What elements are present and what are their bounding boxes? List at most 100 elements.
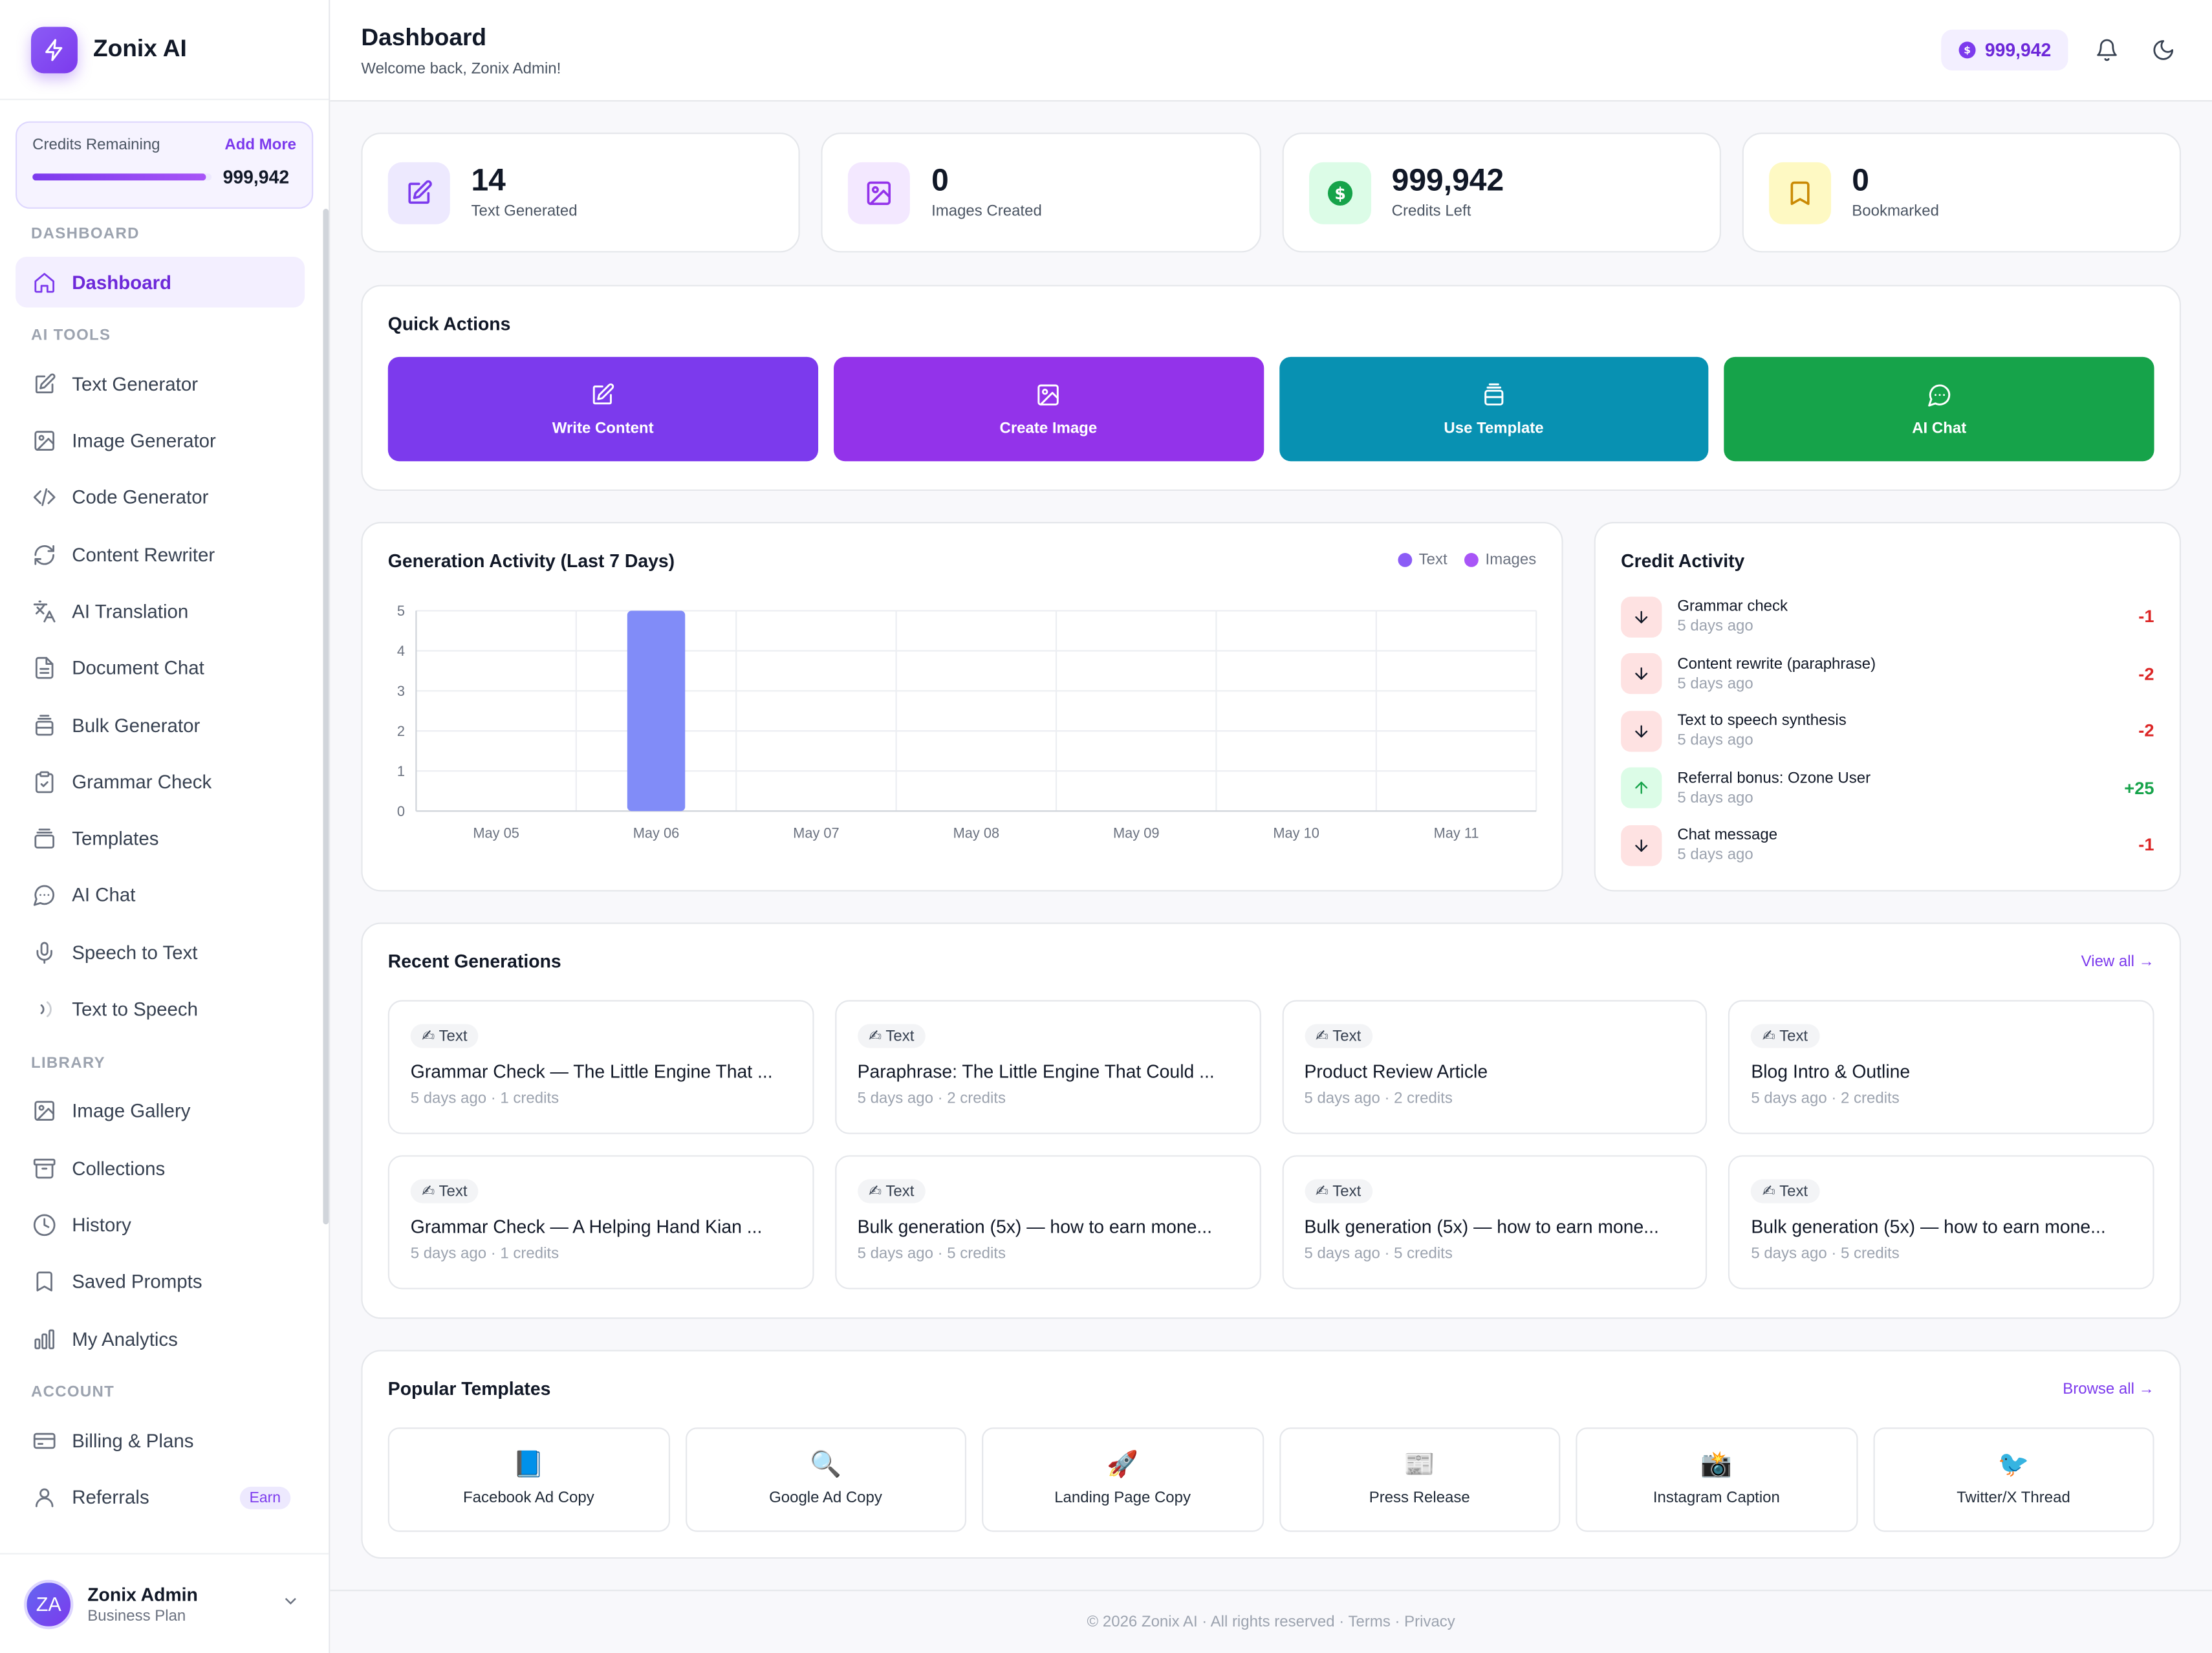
sidebar-item-bulk-generator[interactable]: Bulk Generator (16, 700, 305, 751)
sidebar-item-ai-chat[interactable]: AI Chat (16, 870, 305, 922)
template-label: Facebook Ad Copy (462, 1489, 594, 1507)
quick-action-label: Write Content (552, 419, 654, 437)
template-google-ad-copy[interactable]: 🔍 Google Ad Copy (684, 1427, 967, 1532)
chart-legend: Text Images (1381, 552, 1536, 568)
view-all-link[interactable]: View all → (2081, 953, 2154, 971)
stat-label: Text Generated (471, 203, 578, 221)
recent-generation-card[interactable]: ✍ Text Bulk generation (5x) — how to earn… (1728, 1155, 2154, 1290)
sidebar-item-my-analytics[interactable]: My Analytics (16, 1313, 305, 1365)
template-facebook-ad-copy[interactable]: 📘 Facebook Ad Copy (387, 1427, 669, 1532)
browse-all-link[interactable]: Browse all → (2063, 1381, 2154, 1398)
image-icon (31, 1099, 56, 1124)
edit-icon (387, 161, 450, 224)
sidebar-item-label: Bulk Generator (72, 714, 201, 736)
sidebar-item-label: Templates (72, 828, 159, 850)
sidebar-item-label: Image Gallery (72, 1101, 191, 1122)
credits-card: Credits Remaining Add More 999,942 (15, 121, 314, 209)
stats-row: 14 Text Generated 0 Images Created $999,942 C… (361, 133, 2182, 253)
recent-generation-card[interactable]: ✍ Text Blog Intro & Outline 5 days ago · 2… (1728, 1000, 2154, 1134)
recent-generation-card[interactable]: ✍ Text Grammar Check — The Little Engine … (387, 1000, 814, 1134)
create-image-button[interactable]: Create Image (833, 356, 1264, 462)
chevron-down-icon[interactable] (281, 1590, 301, 1617)
sidebar-item-document-chat[interactable]: Document Chat (16, 643, 305, 694)
brand[interactable]: Zonix AI (0, 0, 329, 100)
x-tick-label: May 08 (953, 825, 999, 841)
recent-generation-card[interactable]: ✍ Text Product Review Article 5 days ago ·… (1281, 1000, 1708, 1134)
template-icon: 📸 (1700, 1450, 1733, 1480)
generation-meta: 5 days ago · 5 credits (857, 1245, 1006, 1263)
sidebar-item-collections[interactable]: Collections (16, 1143, 305, 1194)
sidebar-item-templates[interactable]: Templates (16, 814, 305, 865)
sidebar-item-content-rewriter[interactable]: Content Rewriter (16, 529, 305, 580)
sidebar-item-text-generator[interactable]: Text Generator (16, 359, 305, 410)
sidebar-item-history[interactable]: History (16, 1200, 305, 1251)
x-tick-label: May 05 (473, 825, 519, 841)
template-icon (31, 826, 56, 851)
type-tag: ✍ Text (1304, 1024, 1372, 1048)
generation-meta: 5 days ago · 5 credits (1751, 1245, 1900, 1263)
template-instagram-caption[interactable]: 📸 Instagram Caption (1576, 1427, 1858, 1532)
translate-icon (31, 599, 56, 624)
bell-icon[interactable] (2088, 32, 2125, 69)
x-tick-label: May 11 (1434, 825, 1479, 841)
type-tag: ✍ Text (410, 1179, 479, 1204)
template-landing-page-copy[interactable]: 🚀 Landing Page Copy (982, 1427, 1264, 1532)
credits-pill-value: 999,942 (1984, 39, 2052, 61)
credit-activity-time: 5 days ago (1677, 675, 1753, 693)
stat-value: 0 (931, 162, 949, 198)
sidebar-item-image-generator[interactable]: Image Generator (16, 416, 305, 467)
layers-icon (31, 713, 56, 738)
credit-activity-title: Credit Activity (1621, 550, 1745, 572)
user-menu[interactable]: ZA Zonix Admin Business Plan (0, 1553, 329, 1653)
generation-title: Blog Intro & Outline (1751, 1061, 1911, 1082)
credits-pill[interactable]: $ 999,942 (1941, 29, 2068, 71)
recent-generation-card[interactable]: ✍ Text Grammar Check — A Helping Hand Kia… (387, 1155, 814, 1290)
use-template-button[interactable]: Use Template (1279, 356, 1709, 462)
sidebar-item-saved-prompts[interactable]: Saved Prompts (16, 1257, 305, 1308)
sidebar-item-code-generator[interactable]: Code Generator (16, 472, 305, 523)
avatar: ZA (24, 1579, 74, 1629)
recent-generation-card[interactable]: ✍ Text Bulk generation (5x) — how to earn… (834, 1155, 1261, 1290)
credit-activity-name: Referral bonus: Ozone User (1677, 770, 1871, 787)
credit-activity-item: Text to speech synthesis 5 days ago -2 (1621, 702, 2154, 759)
sidebar-nav: DASHBOARD Dashboard AI TOOLS Text Generator… (0, 211, 329, 1553)
code-icon (31, 485, 56, 510)
sidebar-item-grammar-check[interactable]: Grammar Check (16, 757, 305, 808)
moon-icon[interactable] (2144, 32, 2181, 69)
nav-section-title: AI TOOLS (30, 327, 111, 345)
recent-generation-card[interactable]: ✍ Text Bulk generation (5x) — how to earn… (1281, 1155, 1708, 1290)
credit-activity-amount: -1 (2138, 607, 2154, 627)
bookmark-icon (1768, 161, 1831, 224)
sidebar-item-label: Saved Prompts (72, 1271, 202, 1293)
add-more-link[interactable]: Add More (224, 136, 297, 154)
type-tag: ✍ Text (1751, 1179, 1819, 1204)
sidebar-item-speech-to-text[interactable]: Speech to Text (16, 927, 305, 978)
recent-generations-card: Recent Generations View all → ✍ Text Gram… (361, 922, 2182, 1319)
sidebar-item-text-to-speech[interactable]: Text to Speech (16, 984, 305, 1035)
credit-activity-name: Chat message (1677, 826, 1778, 844)
template-label: Twitter/X Thread (1957, 1489, 2070, 1507)
sidebar-item-label: Code Generator (72, 487, 209, 509)
template-label: Press Release (1369, 1489, 1470, 1507)
sidebar-item-image-gallery[interactable]: Image Gallery (16, 1086, 305, 1137)
image-icon (1036, 382, 1061, 407)
sidebar: Zonix AI Credits Remaining Add More 999,… (0, 0, 331, 1653)
ai-chat-button[interactable]: AI Chat (1724, 356, 2154, 462)
sidebar-scrollbar[interactable] (323, 208, 329, 1225)
sidebar-item-referrals[interactable]: Referrals Earn (16, 1472, 305, 1523)
stat-card: 14 Text Generated (361, 133, 801, 253)
credits-label: Credits Remaining (32, 136, 160, 154)
sidebar-item-billing-plans[interactable]: Billing & Plans (16, 1415, 305, 1466)
nav-section-title: LIBRARY (30, 1055, 105, 1072)
sidebar-item-dashboard[interactable]: Dashboard (15, 256, 305, 308)
write-content-button[interactable]: Write Content (387, 356, 818, 462)
svg-text:$: $ (1334, 183, 1345, 202)
template-icon: 🚀 (1107, 1450, 1139, 1480)
template-press-release[interactable]: 📰 Press Release (1279, 1427, 1561, 1532)
layers-icon (1481, 382, 1506, 407)
template-twitter-x-thread[interactable]: 🐦 Twitter/X Thread (1872, 1427, 2154, 1532)
recent-generation-card[interactable]: ✍ Text Paraphrase: The Little Engine That… (834, 1000, 1261, 1134)
quick-actions-title: Quick Actions (387, 313, 511, 334)
sidebar-item-ai-translation[interactable]: AI Translation (16, 586, 305, 637)
page-subtitle: Welcome back, Zonix Admin! (361, 59, 561, 77)
